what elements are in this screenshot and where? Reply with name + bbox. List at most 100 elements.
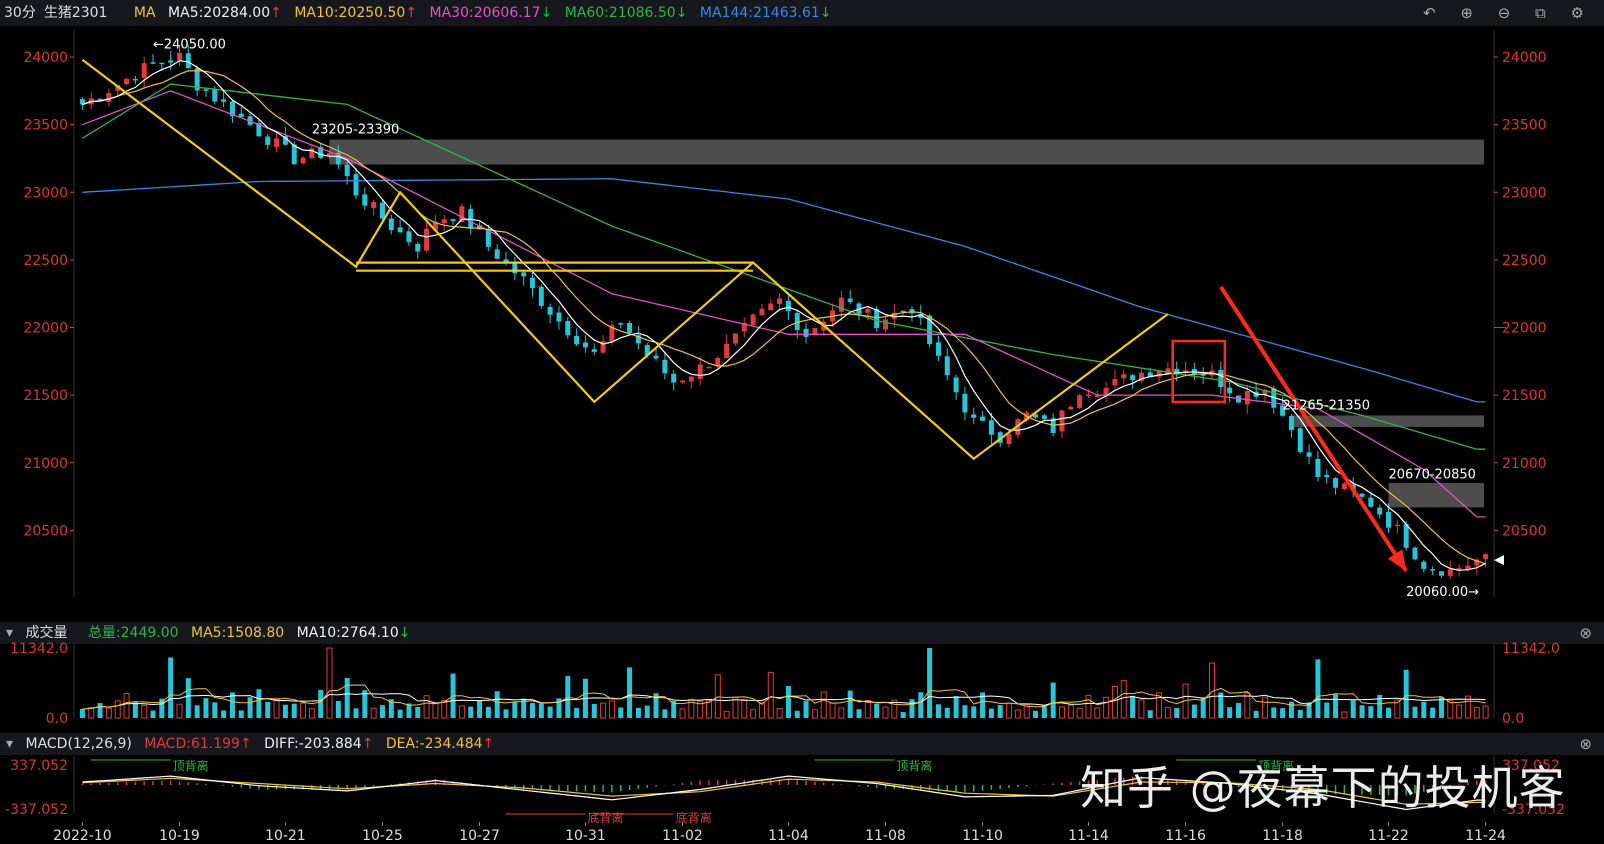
volume-bar: [1067, 704, 1074, 719]
volume-bar: [1191, 704, 1197, 718]
candle-body: [988, 420, 994, 435]
candle-body: [1280, 405, 1286, 416]
candle-body: [168, 60, 174, 63]
volume-bar: [1394, 699, 1401, 719]
volume-bar: [785, 686, 791, 718]
volume-bar: [1253, 710, 1259, 718]
y-tick-label-right: 21500: [1502, 388, 1547, 404]
volume-bar: [114, 700, 121, 719]
volume-bar: [132, 702, 138, 718]
candle-body: [203, 89, 209, 91]
volume-bar: [1430, 707, 1436, 718]
volume-bar: [574, 707, 580, 718]
dea-line: [82, 777, 1486, 805]
volume-bar: [714, 674, 721, 719]
volume-bar: [494, 691, 500, 718]
candle-body: [944, 356, 950, 376]
ma5-line: [82, 60, 1486, 571]
watermark-text: 知乎 @夜幕下的投机客: [1080, 761, 1566, 815]
settings-icon[interactable]: ⚙: [1570, 4, 1584, 22]
x-tick-label: 11-04: [768, 828, 809, 844]
candle-body: [891, 312, 897, 319]
x-tick-label: 10-25: [362, 828, 403, 844]
candle-body: [1077, 395, 1083, 409]
candle-body: [1288, 416, 1294, 431]
volume-bar: [820, 691, 827, 719]
candle-body: [194, 68, 200, 91]
candle-body: [335, 152, 341, 165]
macd-y-tick-top-left: 337.052: [10, 758, 68, 774]
candle-body: [503, 259, 509, 262]
volume-bar: [300, 702, 307, 719]
candle-body: [1483, 554, 1489, 560]
volume-bar: [1235, 702, 1241, 718]
candle-body: [1094, 395, 1100, 398]
volume-title: 成交量: [25, 625, 68, 641]
volume-bar: [353, 708, 359, 718]
candle-body: [1403, 524, 1409, 548]
symbol-label[interactable]: 生猪2301: [43, 5, 108, 21]
candle-body: [176, 52, 182, 61]
candle-body: [838, 297, 844, 312]
collapse-volume-icon[interactable]: ▾: [6, 625, 14, 641]
divergence-label: 顶背离: [896, 758, 932, 773]
candle-body: [379, 202, 385, 219]
volume-bar: [344, 677, 350, 718]
volume-bar: [1156, 692, 1163, 719]
candle-body: [512, 263, 518, 274]
chart-toolbar: ↶ ⊕ ⊖ ⧉ ⚙: [1411, 0, 1592, 26]
candle-body: [132, 78, 138, 81]
volume-bar: [679, 708, 686, 719]
volume-bar: [1412, 706, 1418, 718]
candle-body: [1324, 474, 1330, 478]
candle-body: [653, 355, 659, 359]
y-tick-label-right: 23500: [1502, 118, 1547, 134]
volume-bar: [529, 703, 535, 718]
volume-bar: [1261, 696, 1268, 719]
volume-bar: [1138, 699, 1145, 719]
volume-bar: [1006, 702, 1013, 719]
volume-bar: [441, 699, 448, 719]
macd-header: ▾ MACD(12,26,9) MACD:61.199↑ DIFF:-203.8…: [0, 733, 1604, 755]
candle-body: [1262, 389, 1268, 395]
candle-body: [1121, 374, 1127, 379]
candle-body: [732, 333, 738, 344]
candle-body: [106, 92, 112, 103]
undo-icon[interactable]: ↶: [1422, 4, 1436, 22]
volume-bar: [415, 707, 421, 718]
zoom-out-icon[interactable]: ⊖: [1497, 4, 1511, 22]
period-label[interactable]: 30分: [4, 5, 36, 21]
volume-bar: [1041, 705, 1047, 718]
volume-bar: [723, 710, 730, 719]
zoom-in-icon[interactable]: ⊕: [1460, 4, 1473, 22]
x-tick-label: 10-27: [459, 828, 500, 844]
volume-bar: [829, 702, 836, 719]
close-volume-icon[interactable]: ⊗: [1579, 624, 1592, 642]
candle-body: [688, 376, 694, 382]
candle-body: [565, 320, 571, 336]
candle-body: [900, 310, 906, 313]
candle-body: [1386, 511, 1392, 528]
volume-bar: [1050, 682, 1056, 718]
candle-body: [1341, 483, 1347, 490]
candle-body: [1315, 458, 1321, 478]
candle-body: [680, 380, 686, 383]
collapse-macd-icon[interactable]: ▾: [6, 736, 14, 752]
close-macd-icon[interactable]: ⊗: [1579, 735, 1592, 753]
macd-y-tick-top-right: 337.052: [1502, 758, 1560, 774]
candle-body: [582, 342, 588, 348]
candle-body: [282, 135, 288, 145]
price-annotation: 20670-20850: [1389, 467, 1476, 482]
volume-bar: [1130, 695, 1136, 718]
volume-bar: [1218, 692, 1224, 718]
volume-bar: [468, 706, 474, 718]
candle-body: [538, 286, 544, 306]
volume-bar: [423, 695, 430, 719]
candle-body: [1059, 410, 1065, 432]
candle-body: [150, 62, 156, 64]
volume-bar: [1456, 704, 1463, 719]
crop-icon[interactable]: ⧉: [1535, 4, 1546, 22]
volume-bar: [971, 706, 977, 718]
candle-body: [777, 298, 783, 305]
